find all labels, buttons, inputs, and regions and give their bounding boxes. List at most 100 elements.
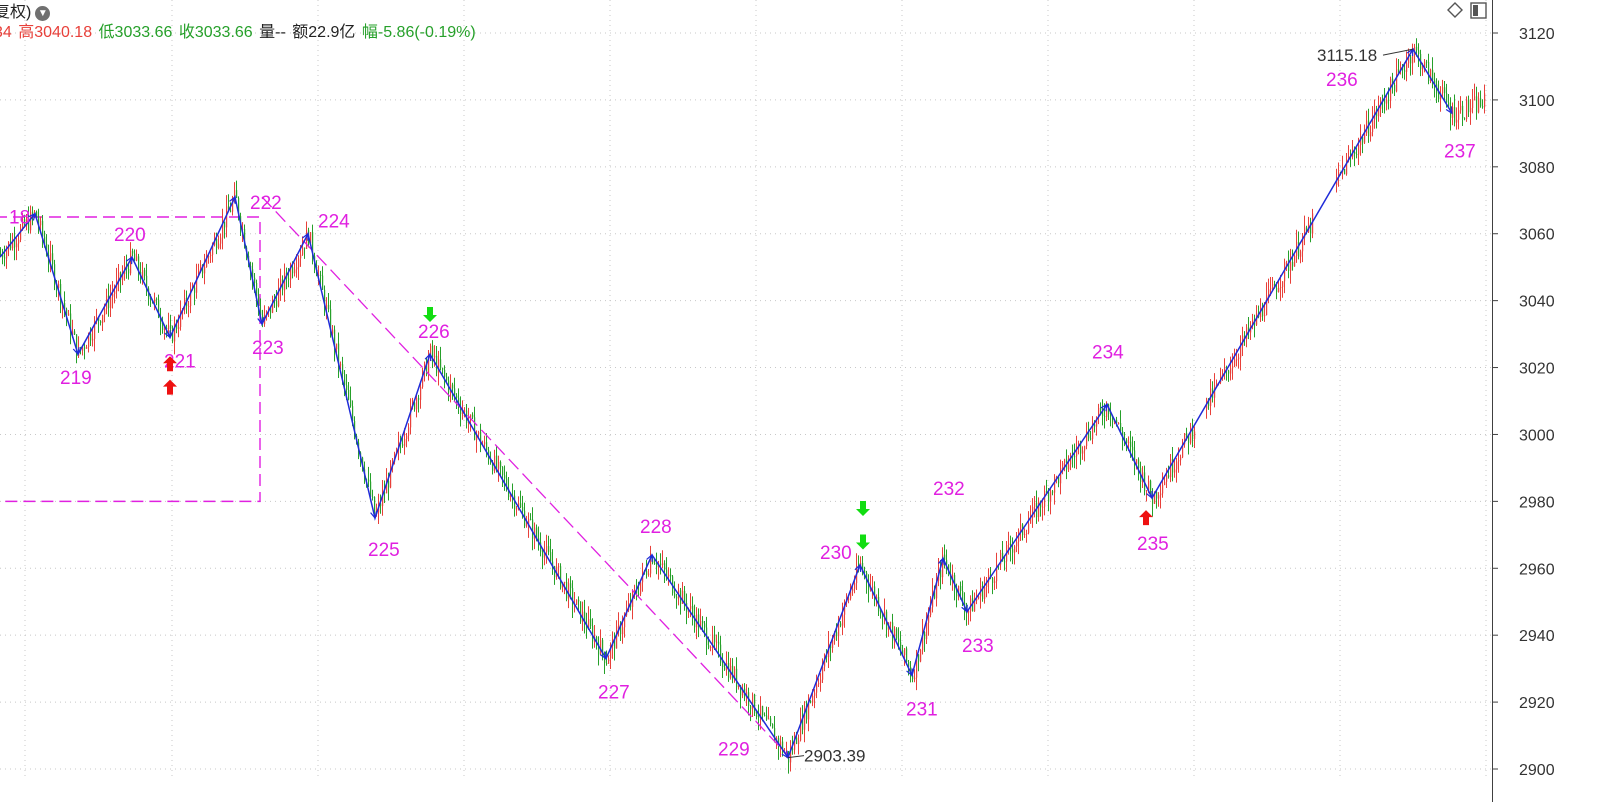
candle-body (1068, 464, 1070, 470)
wave-arrowhead (937, 556, 945, 566)
quote-field-high: 高3040.18 (18, 24, 93, 41)
candle-body (164, 327, 166, 330)
panel-toggle-icon[interactable] (1470, 2, 1487, 19)
candle-body (650, 558, 652, 574)
candle-body (350, 399, 352, 407)
candle-body (702, 620, 704, 624)
wave-arrowhead (257, 317, 265, 326)
candle-body (1372, 119, 1374, 133)
candle-body (1394, 84, 1396, 92)
candle-body (546, 546, 548, 552)
candle-body (156, 298, 158, 300)
wave-label-218: 18 (9, 208, 30, 229)
candle-body (1188, 435, 1190, 443)
candle-body (840, 623, 842, 626)
candle-body (1444, 87, 1446, 94)
candle-body (484, 442, 486, 445)
candle-body (280, 279, 282, 289)
candle-body (230, 210, 232, 212)
wave-arrowhead (125, 255, 133, 265)
candle-body (388, 481, 390, 488)
candle-body (1464, 118, 1466, 120)
candle-body (1416, 46, 1418, 51)
candle-body (1224, 367, 1226, 374)
candle-body (976, 598, 978, 601)
y-tick-label: 3080 (1519, 160, 1555, 177)
quote-field-amount: 额22.9亿 (292, 24, 356, 41)
candle-body (666, 569, 668, 577)
candle-body (832, 640, 834, 648)
candle-body (276, 300, 278, 307)
candle-body (226, 206, 228, 228)
candle-body (1126, 439, 1128, 444)
candle-body (1034, 502, 1036, 507)
candle-body (1008, 543, 1010, 546)
candle-body (1300, 251, 1302, 257)
candle-body (768, 718, 770, 720)
candle-body (720, 644, 722, 663)
candle-body (1272, 283, 1274, 289)
candle-body (1112, 416, 1114, 422)
candle-body (1470, 107, 1472, 113)
candle-body (1466, 99, 1468, 119)
candle-body (874, 586, 876, 600)
price-annotation-leader (1382, 48, 1414, 56)
candle-body (692, 606, 694, 615)
diamond-icon[interactable] (1447, 2, 1463, 18)
candle-body (1370, 132, 1372, 137)
candle-body (500, 461, 502, 467)
candle-body (754, 694, 756, 714)
candle-body (790, 748, 792, 763)
y-tick-label: 2960 (1519, 561, 1555, 578)
candle-body (1462, 105, 1464, 119)
candle-body (190, 289, 192, 307)
candle-body (138, 256, 140, 273)
candle-body (588, 619, 590, 629)
candle-body (472, 414, 474, 418)
candle-body (734, 668, 736, 679)
candle-body (742, 688, 744, 696)
candle-body (1242, 335, 1244, 346)
candle-body (960, 586, 962, 592)
candle-body (32, 211, 34, 216)
candle-body (390, 463, 392, 488)
candle-body (1358, 144, 1360, 155)
candle-body (1150, 480, 1152, 495)
candle-body (1146, 490, 1148, 492)
candle-body (178, 326, 180, 329)
candle-body (236, 190, 238, 198)
candle-body (956, 589, 958, 597)
candle-body (1104, 416, 1106, 418)
candle-body (1280, 287, 1282, 289)
candle-body (1190, 426, 1192, 443)
candle-body (278, 288, 280, 307)
candle-body (284, 272, 286, 291)
candle-body (1012, 548, 1014, 553)
candle-body (392, 461, 394, 464)
candle-body (1482, 106, 1484, 108)
candle-body (322, 275, 324, 290)
candle-body (1134, 450, 1136, 465)
candle-body (1474, 96, 1476, 99)
candle-body (1120, 423, 1122, 432)
candle-body (310, 232, 312, 244)
candle-body (580, 601, 582, 622)
candle-body (84, 347, 86, 349)
candle-body (838, 623, 840, 637)
chevron-down-icon[interactable]: ▼ (35, 6, 51, 21)
candle-body (668, 574, 670, 577)
candle-body (1050, 491, 1052, 502)
candle-body (132, 250, 134, 254)
candle-body (1438, 93, 1440, 100)
candle-body (966, 612, 968, 614)
candle-body (50, 253, 52, 261)
candle-body (504, 475, 506, 479)
candle-body (1302, 237, 1304, 252)
candle-body (196, 276, 198, 293)
wave-label-223: 223 (252, 338, 284, 359)
candle-body (944, 554, 946, 560)
candle-body (552, 561, 554, 567)
candle-body (618, 624, 620, 627)
